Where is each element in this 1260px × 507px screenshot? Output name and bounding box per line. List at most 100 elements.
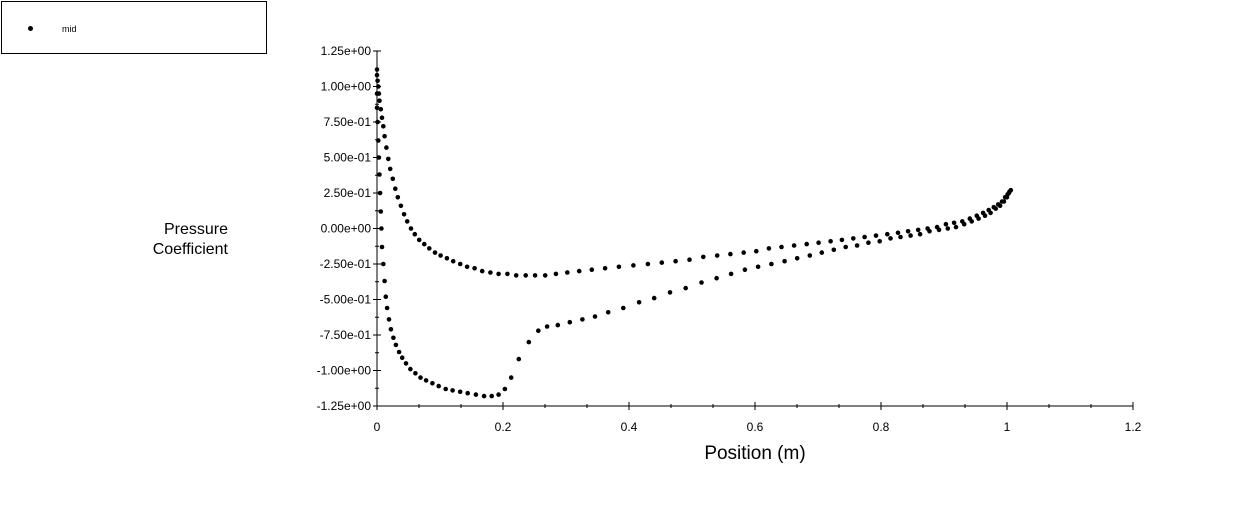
data-point-mid <box>457 389 463 395</box>
data-point-mid <box>399 355 405 361</box>
data-point-mid <box>542 273 548 278</box>
legend-label-mid: mid <box>62 24 77 34</box>
data-point-mid <box>496 271 501 277</box>
x-tick-label: 0.4 <box>621 420 638 434</box>
data-point-mid <box>851 236 856 241</box>
data-point-mid <box>412 231 418 237</box>
data-point-mid <box>687 257 692 263</box>
data-point-mid <box>536 328 541 334</box>
data-point-mid <box>430 381 435 386</box>
data-point-mid <box>728 271 734 277</box>
data-point-mid <box>450 388 455 393</box>
axes <box>376 51 1133 407</box>
y-tick-label: -1.25e+00 <box>317 399 372 413</box>
data-point-mid <box>526 339 532 345</box>
x-tick-label: 0.2 <box>495 420 512 434</box>
data-point-mid <box>936 227 942 233</box>
data-point-mid <box>917 231 923 237</box>
data-point-mid <box>544 324 550 329</box>
data-point-mid <box>961 221 967 227</box>
data-point-mid <box>508 375 514 380</box>
data-point-mid <box>555 322 561 328</box>
data-point-mid <box>866 240 871 245</box>
data-point-mid <box>819 250 825 255</box>
data-point-mid <box>766 246 772 251</box>
data-point-mid <box>877 239 882 244</box>
y-tick-label: 5.00e-01 <box>324 151 372 165</box>
y-axis-label-line2: Coefficient <box>152 241 228 258</box>
data-point-mid <box>375 119 380 125</box>
data-point-mid <box>905 229 911 234</box>
legend: mid <box>1 1 267 54</box>
data-point-mid <box>379 226 384 231</box>
data-point-mid <box>908 233 913 238</box>
data-point-mid <box>438 253 443 258</box>
data-point-mid <box>969 219 974 224</box>
data-point-mid <box>377 98 382 103</box>
data-point-mid <box>387 166 393 172</box>
data-point-mid <box>374 91 380 96</box>
data-point-mid <box>381 124 386 129</box>
data-point-mid <box>443 386 449 392</box>
data-point-mid <box>513 273 519 278</box>
data-point-mid <box>375 78 380 84</box>
data-point-mid <box>427 246 432 251</box>
data-point-mid <box>699 280 704 285</box>
y-tick-label: -1.00e+00 <box>317 364 372 378</box>
data-point-mid <box>592 314 598 319</box>
data-point-mid <box>376 155 382 160</box>
data-point-mid <box>377 190 383 196</box>
data-point-mid <box>755 264 761 270</box>
data-point-mid <box>488 270 493 275</box>
data-point-mid <box>816 240 821 245</box>
data-point-mid <box>396 349 402 355</box>
data-point-mid <box>616 264 622 270</box>
data-point-mid <box>379 244 385 250</box>
data-point-mid <box>381 261 386 267</box>
data-point-mid <box>378 209 384 214</box>
data-point-mid <box>379 115 385 120</box>
data-point-mid <box>388 327 394 332</box>
data-point-mid <box>943 221 949 227</box>
data-point-mid <box>413 371 418 376</box>
data-point-mid <box>673 258 678 264</box>
data-point-mid <box>742 267 748 273</box>
data-point-mid <box>659 260 665 265</box>
data-point-mid <box>831 247 837 253</box>
data-point-mid <box>382 133 387 139</box>
data-point-mid <box>422 241 427 247</box>
data-point-mid <box>418 375 423 380</box>
data-point-mid <box>951 220 957 226</box>
data-point-mid <box>444 255 450 261</box>
y-tick-label: 7.50e-01 <box>324 115 372 129</box>
data-point-mid <box>395 195 401 200</box>
data-point-mid <box>779 244 784 250</box>
data-point-mid <box>479 268 485 274</box>
data-point-mid <box>589 267 595 273</box>
data-point-mid <box>450 258 456 264</box>
data-point-mid <box>384 305 390 311</box>
ticks: 1.25e+00 1.00e+00 7.50e-01 5.00e-01 2.50e-01… <box>317 44 1142 434</box>
data-point-mid <box>374 72 380 78</box>
data-point-mid <box>502 386 508 392</box>
data-point-mid <box>377 172 382 177</box>
data-point-mid <box>383 294 389 300</box>
data-point-mid <box>839 237 845 243</box>
data-point-mid <box>386 156 391 162</box>
data-point-mid <box>532 273 538 278</box>
data-point-mid <box>404 219 410 224</box>
data-point-mid <box>602 266 608 271</box>
data-point-mid <box>754 248 759 254</box>
data-point-mid <box>489 393 495 399</box>
data-point-mid <box>473 392 479 397</box>
data-point-mid <box>993 206 998 211</box>
data-point-mid <box>1001 199 1007 204</box>
data-point-mid <box>472 266 477 271</box>
data-point-mid <box>651 295 657 301</box>
data-point-mid <box>403 361 409 366</box>
data-point-mid <box>384 145 389 150</box>
data-point-mid <box>580 317 585 322</box>
data-point-mid <box>873 233 879 238</box>
x-tick-label: 1 <box>1004 420 1011 434</box>
data-point-mid <box>1004 195 1010 200</box>
